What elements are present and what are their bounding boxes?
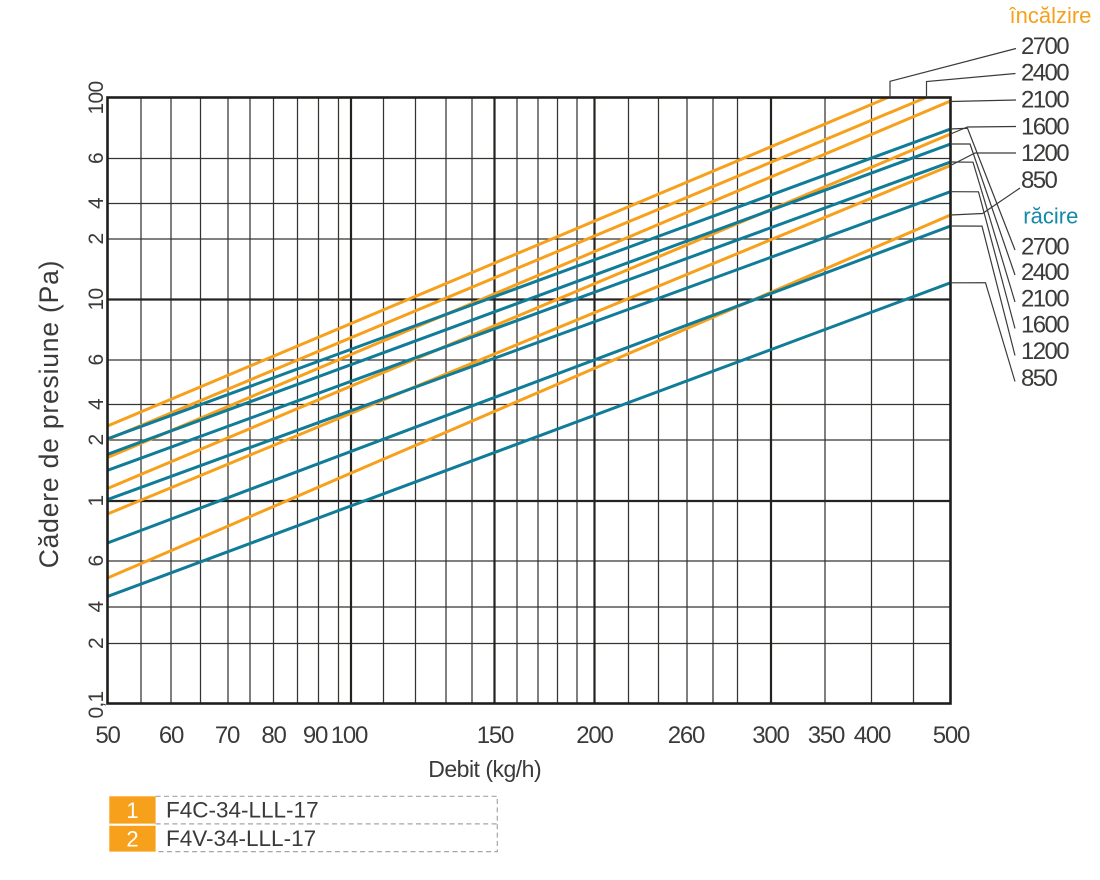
svg-text:10: 10 bbox=[85, 289, 108, 311]
svg-text:6: 6 bbox=[85, 153, 108, 164]
svg-text:80: 80 bbox=[261, 722, 286, 749]
svg-text:150: 150 bbox=[477, 722, 514, 749]
svg-text:1200: 1200 bbox=[1021, 338, 1069, 365]
svg-text:4: 4 bbox=[85, 398, 108, 410]
svg-text:Debit (kg/h): Debit (kg/h) bbox=[428, 756, 541, 782]
svg-text:100: 100 bbox=[331, 722, 368, 749]
svg-text:60: 60 bbox=[159, 722, 184, 749]
svg-text:1: 1 bbox=[85, 495, 108, 506]
svg-text:850: 850 bbox=[1021, 365, 1057, 392]
svg-text:2700: 2700 bbox=[1021, 234, 1069, 261]
svg-text:50: 50 bbox=[95, 722, 120, 749]
svg-text:400: 400 bbox=[854, 722, 891, 749]
svg-text:2: 2 bbox=[85, 434, 108, 445]
svg-text:0,1: 0,1 bbox=[85, 691, 108, 718]
svg-text:6: 6 bbox=[85, 555, 108, 566]
svg-text:200: 200 bbox=[576, 722, 613, 749]
svg-text:2400: 2400 bbox=[1021, 259, 1069, 286]
svg-text:70: 70 bbox=[215, 722, 240, 749]
svg-text:1: 1 bbox=[126, 798, 138, 823]
svg-text:2: 2 bbox=[85, 638, 108, 649]
svg-text:F4C-34-LLL-17: F4C-34-LLL-17 bbox=[166, 798, 319, 823]
svg-text:4: 4 bbox=[85, 197, 108, 209]
svg-text:350: 350 bbox=[808, 722, 845, 749]
svg-text:2: 2 bbox=[126, 827, 138, 852]
svg-text:1600: 1600 bbox=[1021, 113, 1069, 140]
svg-text:F4V-34-LLL-17: F4V-34-LLL-17 bbox=[166, 826, 316, 851]
svg-text:6: 6 bbox=[85, 354, 108, 365]
svg-text:260: 260 bbox=[668, 722, 705, 749]
svg-text:90: 90 bbox=[303, 722, 328, 749]
svg-text:850: 850 bbox=[1021, 167, 1057, 194]
svg-text:Cădere de presiune (Pa): Cădere de presiune (Pa) bbox=[34, 260, 64, 569]
svg-text:500: 500 bbox=[933, 722, 970, 749]
svg-text:2100: 2100 bbox=[1021, 286, 1069, 313]
svg-text:2100: 2100 bbox=[1021, 87, 1069, 114]
svg-text:1200: 1200 bbox=[1021, 140, 1069, 167]
svg-text:100: 100 bbox=[85, 82, 108, 115]
svg-text:încălzire: încălzire bbox=[1009, 3, 1092, 28]
svg-text:2700: 2700 bbox=[1021, 33, 1069, 60]
svg-text:300: 300 bbox=[752, 722, 789, 749]
svg-text:2400: 2400 bbox=[1021, 60, 1069, 87]
svg-text:1600: 1600 bbox=[1021, 312, 1069, 339]
svg-text:răcire: răcire bbox=[1023, 204, 1078, 229]
svg-text:2: 2 bbox=[85, 233, 108, 244]
svg-text:4: 4 bbox=[85, 600, 108, 612]
